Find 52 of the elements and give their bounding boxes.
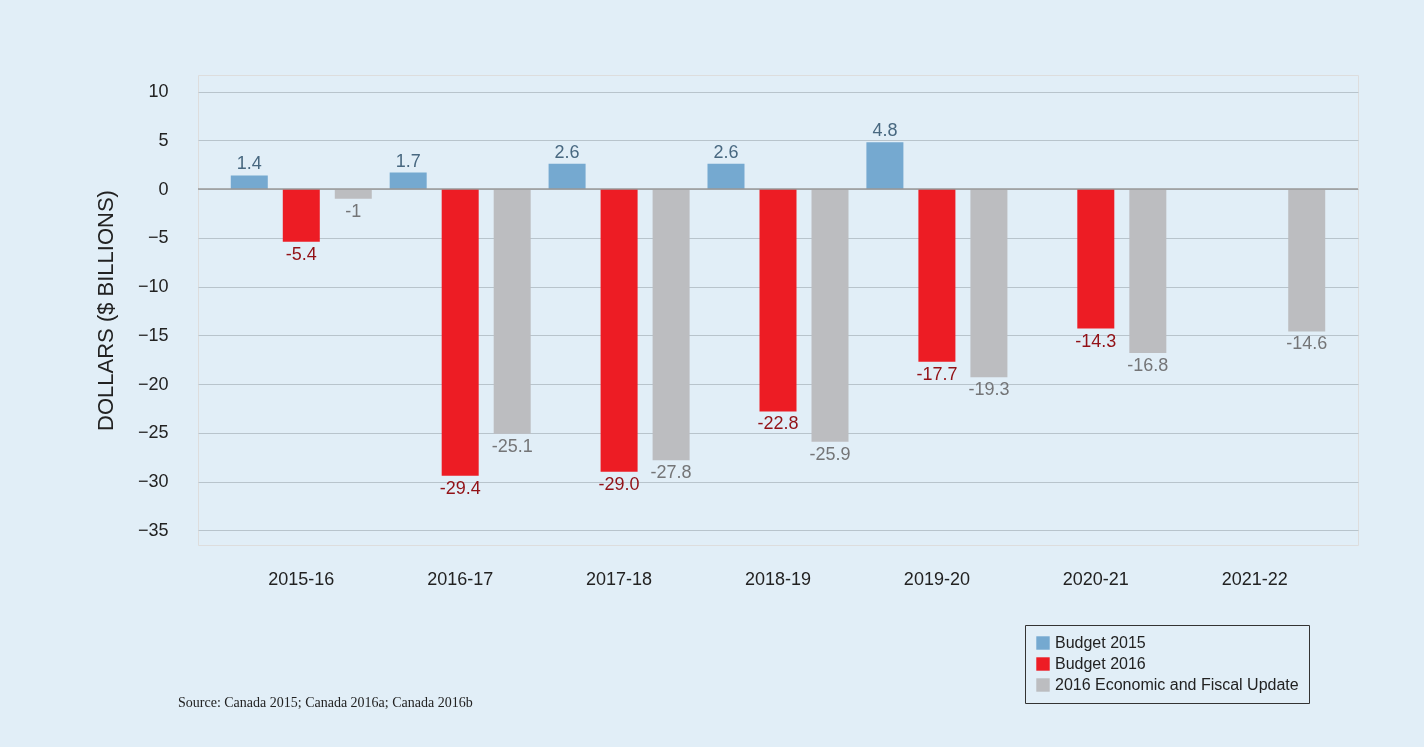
data-label: -17.7 xyxy=(916,363,958,384)
y-tick-label: −10 xyxy=(137,276,169,297)
data-label: 2.6 xyxy=(713,141,739,162)
data-label: 2.6 xyxy=(554,141,580,162)
x-tick-label: 2015-16 xyxy=(268,568,335,589)
data-label: -29.0 xyxy=(598,473,640,494)
data-label: -25.1 xyxy=(491,435,533,456)
legend-label: 2016 Economic and Fiscal Update xyxy=(1055,676,1299,693)
data-label: -1 xyxy=(345,200,362,221)
source-note: Source: Canada 2015; Canada 2016a; Canada 2016b xyxy=(178,695,473,710)
bar xyxy=(707,163,745,190)
data-label: -14.3 xyxy=(1075,330,1117,351)
x-tick-label: 2021-22 xyxy=(1221,568,1288,589)
y-tick-label: −5 xyxy=(147,227,169,248)
y-tick-label: −25 xyxy=(137,422,169,443)
x-tick-label: 2017-18 xyxy=(586,568,653,589)
bar xyxy=(282,189,320,242)
y-tick-label: 10 xyxy=(148,81,169,102)
y-tick-label: −35 xyxy=(137,519,169,540)
legend-label: Budget 2015 xyxy=(1055,634,1146,651)
x-tick-label: 2019-20 xyxy=(903,568,970,589)
data-label: -29.4 xyxy=(439,477,481,498)
data-label: -27.8 xyxy=(650,462,692,483)
data-label: -22.8 xyxy=(757,413,799,434)
y-axis-title: DOLLARS ($ BILLIONS) xyxy=(92,190,118,431)
y-tick-label: −15 xyxy=(137,324,169,345)
bar xyxy=(1077,189,1115,329)
y-tick-label: −30 xyxy=(137,471,169,492)
x-tick-label: 2020-21 xyxy=(1062,568,1129,589)
y-tick-label: 0 xyxy=(158,178,169,199)
y-tick-label: −20 xyxy=(137,373,169,394)
data-label: -19.3 xyxy=(968,379,1010,400)
y-tick-label: 5 xyxy=(158,129,169,150)
bar xyxy=(918,189,956,362)
x-tick-label: 2016-17 xyxy=(427,568,494,589)
data-label: -5.4 xyxy=(285,243,317,264)
bar xyxy=(759,189,797,412)
bar xyxy=(548,163,586,190)
bar xyxy=(441,189,479,476)
data-label: 4.8 xyxy=(872,120,898,141)
bar xyxy=(389,172,427,190)
legend-label: Budget 2016 xyxy=(1055,655,1146,672)
data-label: -14.6 xyxy=(1286,333,1328,354)
data-label: -25.9 xyxy=(809,443,851,464)
data-label: 1.7 xyxy=(395,150,421,171)
x-tick-label: 2018-19 xyxy=(744,568,812,589)
bar xyxy=(600,189,638,472)
bar xyxy=(334,189,372,199)
bar xyxy=(866,142,904,190)
bar xyxy=(230,175,268,190)
data-label: 1.4 xyxy=(236,153,262,174)
data-label: -16.8 xyxy=(1127,354,1169,375)
